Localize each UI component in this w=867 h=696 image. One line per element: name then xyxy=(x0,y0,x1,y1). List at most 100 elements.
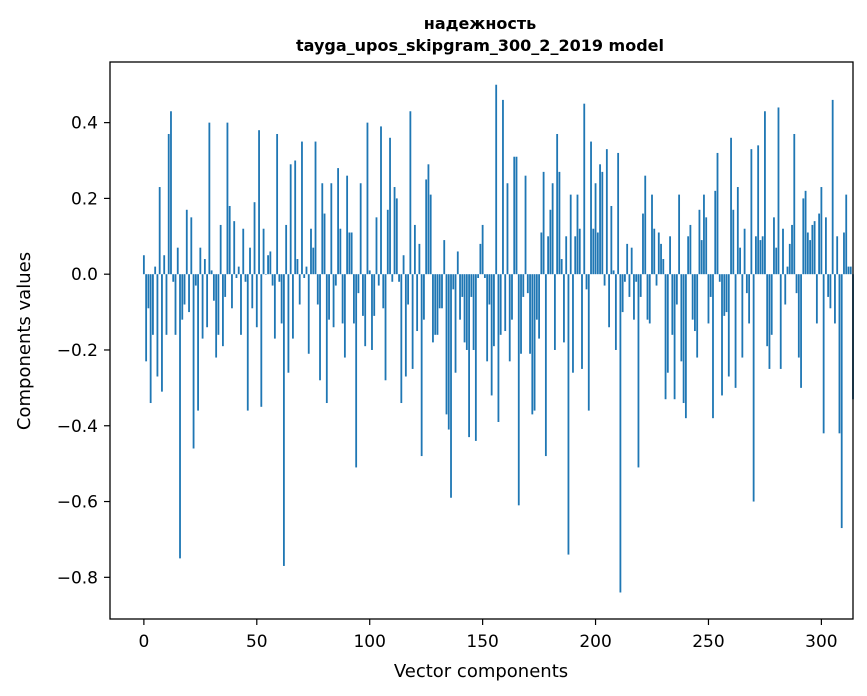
bar-273 xyxy=(759,240,762,275)
chart-title-line1: надежность xyxy=(424,14,536,33)
bar-146 xyxy=(472,274,475,350)
bar-94 xyxy=(355,274,358,468)
bar-212 xyxy=(621,274,624,313)
bar-252 xyxy=(712,274,714,419)
bar-250 xyxy=(707,274,710,324)
bar-88 xyxy=(341,274,344,324)
bar-286 xyxy=(788,243,791,275)
bar-262 xyxy=(734,274,737,388)
bar-118 xyxy=(409,111,412,275)
bar-180 xyxy=(549,209,552,275)
x-axis-ticks: 0 50 100 150 200 250 300 xyxy=(138,619,838,652)
bar-89 xyxy=(343,274,346,358)
bar-12 xyxy=(170,111,172,275)
bar-143 xyxy=(465,274,468,350)
bar-139 xyxy=(456,251,459,275)
bar-6 xyxy=(156,274,159,377)
bar-187 xyxy=(565,236,568,275)
bar-310 xyxy=(843,232,845,275)
bar-214 xyxy=(626,243,629,275)
bar-85 xyxy=(334,274,337,286)
bar-202 xyxy=(599,164,601,275)
bar-77 xyxy=(316,274,319,305)
bar-98 xyxy=(364,274,367,347)
bar-222 xyxy=(644,175,647,275)
bar-126 xyxy=(427,164,430,275)
bar-182 xyxy=(553,274,556,350)
y-tick-label: 0.2 xyxy=(71,189,98,209)
bar-232 xyxy=(666,274,669,373)
bar-61 xyxy=(280,274,283,324)
bar-100 xyxy=(368,270,371,275)
bar-270 xyxy=(752,274,755,502)
bar-66 xyxy=(292,274,294,339)
bar-7 xyxy=(158,187,161,275)
bar-19 xyxy=(185,209,188,275)
bar-18 xyxy=(183,274,186,305)
bar-8 xyxy=(161,274,163,392)
bar-87 xyxy=(339,228,342,275)
bar-203 xyxy=(601,171,604,275)
bar-45 xyxy=(244,274,247,282)
bar-207 xyxy=(610,205,613,275)
bar-17 xyxy=(181,274,184,320)
bar-5 xyxy=(154,266,157,275)
bar-260 xyxy=(730,137,732,275)
bar-299 xyxy=(818,213,821,275)
bar-14 xyxy=(174,274,177,335)
bar-50 xyxy=(255,274,258,328)
bar-47 xyxy=(249,247,251,275)
bar-23 xyxy=(194,274,197,286)
bar-296 xyxy=(811,224,814,275)
bar-179 xyxy=(547,236,550,275)
bar-265 xyxy=(741,274,744,358)
bar-242 xyxy=(689,224,692,275)
bar-267 xyxy=(745,274,748,294)
bar-210 xyxy=(617,152,620,275)
bar-165 xyxy=(515,156,518,275)
bar-309 xyxy=(840,274,843,529)
bar-54 xyxy=(264,274,267,275)
bar-200 xyxy=(594,183,597,275)
bar-264 xyxy=(739,247,741,275)
bar-114 xyxy=(400,274,403,404)
bar-192 xyxy=(576,194,579,275)
bar-36 xyxy=(224,274,227,297)
bar-287 xyxy=(791,224,793,275)
bar-280 xyxy=(775,247,778,275)
bar-199 xyxy=(592,228,595,275)
bar-39 xyxy=(231,274,233,309)
bar-269 xyxy=(750,149,753,275)
bar-135 xyxy=(447,274,450,430)
bar-171 xyxy=(529,274,531,354)
bar-130 xyxy=(436,274,439,335)
bar-111 xyxy=(393,187,396,275)
bar-251 xyxy=(709,274,712,297)
bar-253 xyxy=(714,190,717,275)
bar-217 xyxy=(633,274,635,320)
bar-293 xyxy=(804,190,807,275)
bar-159 xyxy=(502,99,504,275)
bar-243 xyxy=(691,274,694,320)
bar-13 xyxy=(172,274,175,282)
bar-288 xyxy=(793,133,796,275)
bar-188 xyxy=(567,274,570,555)
bar-101 xyxy=(371,274,373,350)
bar-75 xyxy=(312,247,315,275)
bar-230 xyxy=(662,259,665,275)
bar-154 xyxy=(490,274,493,396)
bar-24 xyxy=(197,274,199,411)
bar-138 xyxy=(454,274,457,373)
bar-221 xyxy=(642,213,644,275)
bar-189 xyxy=(569,194,572,275)
bar-117 xyxy=(407,274,410,305)
bar-56 xyxy=(269,251,272,275)
bar-72 xyxy=(305,266,308,275)
bar-16 xyxy=(179,274,181,559)
bar-166 xyxy=(517,274,520,506)
bar-241 xyxy=(687,236,690,275)
bar-156 xyxy=(495,84,498,275)
bar-311 xyxy=(845,194,848,275)
bar-4 xyxy=(152,274,154,335)
